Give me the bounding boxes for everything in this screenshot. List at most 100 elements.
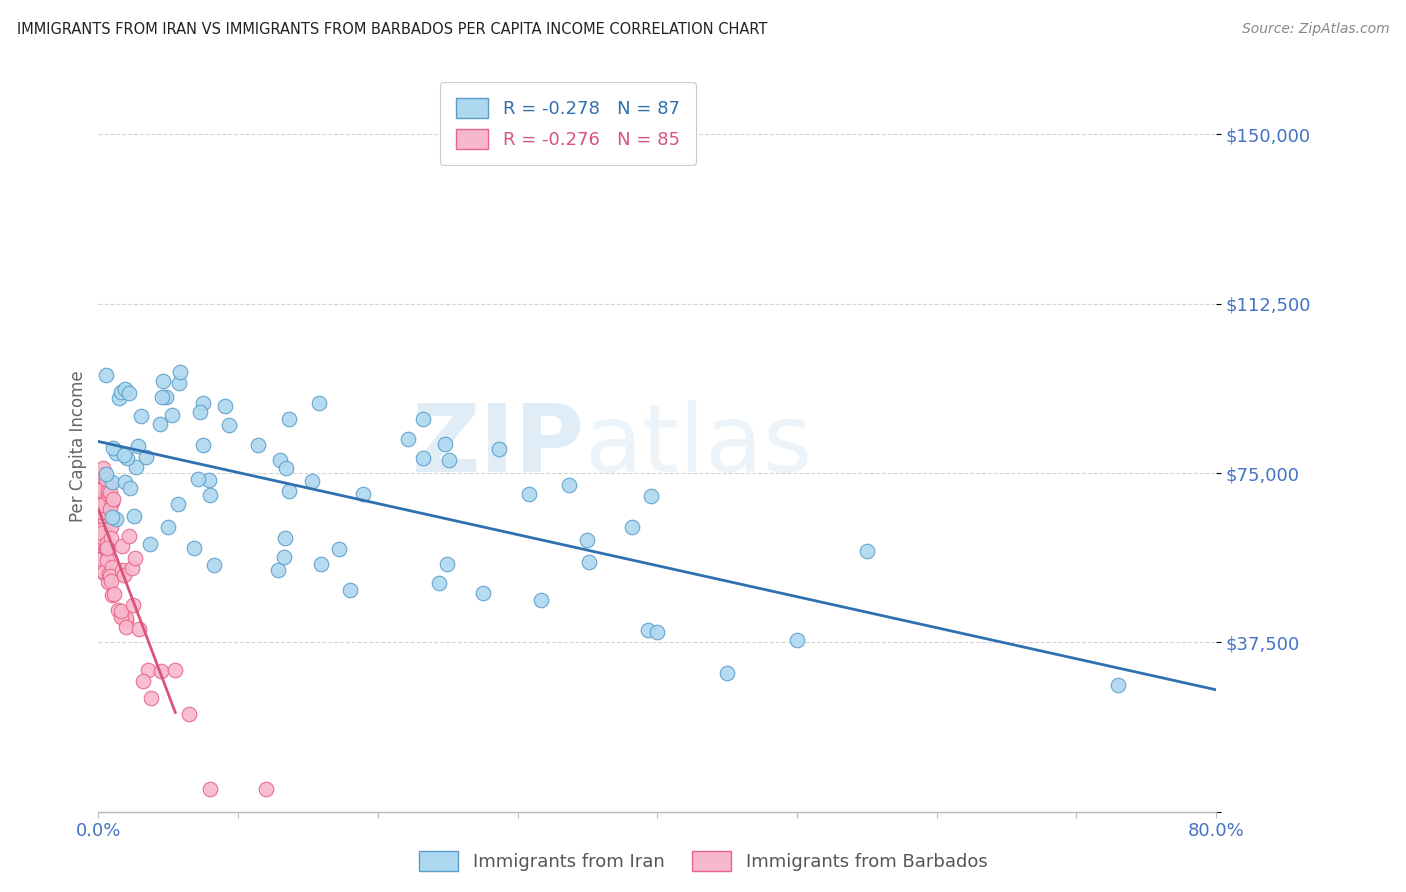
Point — [94, 541, 117, 556]
Point — [150, 664, 173, 678]
Point — [96, 467, 118, 482]
Point — [111, 563, 134, 577]
Point — [114, 611, 136, 625]
Point — [101, 495, 124, 509]
Point — [117, 451, 139, 466]
Point — [90, 523, 112, 537]
Point — [97, 478, 120, 492]
Point — [149, 417, 172, 431]
Point — [112, 568, 135, 582]
Point — [155, 390, 177, 404]
Point — [114, 382, 136, 396]
Point — [93, 491, 115, 506]
Point — [150, 390, 173, 404]
Point — [103, 587, 125, 601]
Point — [89, 492, 111, 507]
Point — [412, 412, 434, 426]
Point — [89, 556, 111, 570]
Point — [90, 498, 112, 512]
Point — [100, 531, 122, 545]
Point — [274, 531, 297, 545]
Point — [165, 663, 187, 677]
Point — [488, 442, 510, 456]
Point — [131, 409, 153, 424]
Point — [100, 475, 122, 490]
Point — [128, 622, 150, 636]
Point — [198, 487, 221, 501]
Point — [578, 555, 600, 569]
Point — [94, 477, 117, 491]
Point — [437, 453, 460, 467]
Point — [716, 666, 738, 681]
Point — [89, 487, 111, 501]
Point — [114, 475, 136, 490]
Point — [118, 529, 141, 543]
Legend: Immigrants from Iran, Immigrants from Barbados: Immigrants from Iran, Immigrants from Ba… — [412, 844, 994, 879]
Point — [90, 467, 112, 482]
Point — [91, 541, 114, 556]
Point — [301, 474, 323, 488]
Point — [309, 557, 332, 571]
Point — [530, 593, 553, 607]
Point — [100, 574, 122, 588]
Point — [91, 531, 114, 545]
Point — [269, 453, 291, 467]
Point — [107, 603, 129, 617]
Point — [139, 537, 162, 551]
Point — [97, 484, 120, 499]
Legend: R = -0.278   N = 87, R = -0.276   N = 85: R = -0.278 N = 87, R = -0.276 N = 85 — [440, 82, 696, 165]
Point — [90, 515, 112, 529]
Point — [273, 549, 295, 564]
Point — [167, 497, 190, 511]
Point — [157, 520, 180, 534]
Point — [187, 472, 209, 486]
Point — [96, 552, 118, 566]
Point — [412, 450, 434, 465]
Point — [90, 535, 112, 549]
Point — [191, 438, 214, 452]
Point — [576, 533, 599, 548]
Y-axis label: Per Capita Income: Per Capita Income — [69, 370, 87, 522]
Point — [266, 563, 288, 577]
Point — [121, 561, 143, 575]
Point — [91, 461, 114, 475]
Point — [124, 551, 146, 566]
Point — [436, 557, 458, 571]
Point — [152, 374, 174, 388]
Point — [93, 503, 115, 517]
Point — [101, 509, 124, 524]
Point — [122, 508, 145, 523]
Point — [169, 366, 191, 380]
Point — [96, 543, 118, 558]
Point — [96, 368, 118, 383]
Point — [277, 484, 299, 499]
Point — [90, 552, 112, 566]
Point — [198, 474, 221, 488]
Point — [647, 625, 669, 640]
Point — [122, 598, 145, 612]
Point — [97, 566, 120, 581]
Text: IMMIGRANTS FROM IRAN VS IMMIGRANTS FROM BARBADOS PER CAPITA INCOME CORRELATION C: IMMIGRANTS FROM IRAN VS IMMIGRANTS FROM … — [17, 22, 768, 37]
Point — [97, 487, 120, 501]
Point — [91, 535, 114, 549]
Point — [558, 478, 581, 492]
Point — [98, 569, 121, 583]
Point — [396, 433, 419, 447]
Point — [96, 541, 118, 556]
Point — [94, 507, 117, 521]
Point — [183, 541, 205, 556]
Point — [274, 461, 297, 475]
Point — [352, 487, 374, 501]
Point — [254, 782, 277, 797]
Point — [89, 479, 111, 493]
Point — [97, 575, 120, 590]
Point — [89, 501, 111, 516]
Point — [339, 582, 361, 597]
Point — [135, 450, 157, 464]
Point — [278, 411, 301, 425]
Point — [115, 620, 138, 634]
Point — [517, 486, 540, 500]
Point — [218, 418, 240, 433]
Point — [90, 504, 112, 518]
Point — [136, 663, 159, 677]
